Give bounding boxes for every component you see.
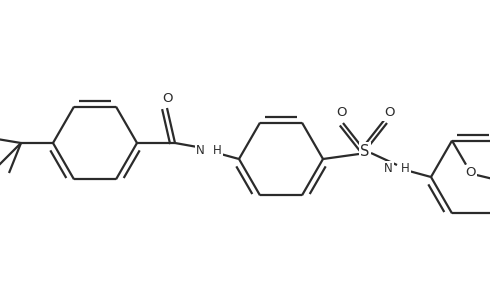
- Text: O: O: [465, 166, 475, 179]
- Text: O: O: [384, 106, 394, 119]
- Text: O: O: [162, 92, 172, 105]
- Text: H: H: [213, 144, 222, 157]
- Text: S: S: [360, 144, 369, 158]
- Text: N: N: [196, 144, 205, 157]
- Text: H: H: [401, 162, 410, 176]
- Text: N: N: [384, 162, 393, 176]
- Text: O: O: [336, 106, 346, 119]
